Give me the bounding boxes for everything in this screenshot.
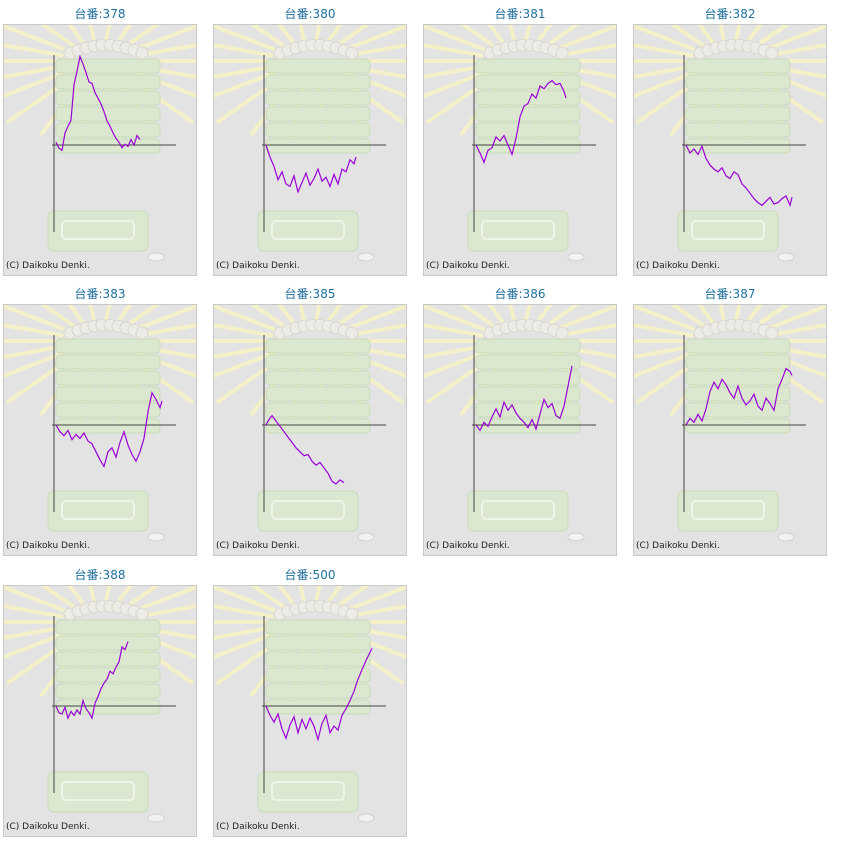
decorative-background xyxy=(424,25,616,262)
line-chart xyxy=(634,305,826,542)
decorative-background xyxy=(424,305,616,542)
chart-cell: 台番:383 (C) Daikoku Denki. xyxy=(3,284,197,556)
decorative-background xyxy=(4,305,196,542)
copyright-label: (C) Daikoku Denki. xyxy=(6,541,90,551)
decorative-background xyxy=(214,25,406,262)
chart-panel: (C) Daikoku Denki. xyxy=(423,24,617,276)
line-chart xyxy=(214,305,406,542)
copyright-label: (C) Daikoku Denki. xyxy=(216,541,300,551)
line-chart xyxy=(4,586,196,823)
decorative-background xyxy=(4,25,196,262)
line-chart xyxy=(424,305,616,542)
chart-panel: (C) Daikoku Denki. xyxy=(423,304,617,556)
line-chart xyxy=(4,25,196,262)
line-chart xyxy=(424,25,616,262)
chart-title[interactable]: 台番:383 xyxy=(74,287,126,301)
chart-cell: 台番:387 (C) Daikoku Denki. xyxy=(633,284,827,556)
copyright-label: (C) Daikoku Denki. xyxy=(426,541,510,551)
series-line xyxy=(55,54,141,152)
copyright-label: (C) Daikoku Denki. xyxy=(6,261,90,271)
series-line xyxy=(475,79,567,165)
line-chart xyxy=(214,25,406,262)
chart-panel: (C) Daikoku Denki. xyxy=(633,304,827,556)
chart-panel: (C) Daikoku Denki. xyxy=(213,24,407,276)
decorative-background xyxy=(634,25,826,262)
chart-title[interactable]: 台番:500 xyxy=(284,568,336,582)
chart-cell: 台番:500 (C) Daikoku Denki. xyxy=(213,565,407,837)
chart-panel: (C) Daikoku Denki. xyxy=(213,304,407,556)
chart-panel: (C) Daikoku Denki. xyxy=(213,585,407,837)
chart-title[interactable]: 台番:387 xyxy=(704,287,756,301)
chart-panel: (C) Daikoku Denki. xyxy=(633,24,827,276)
chart-title[interactable]: 台番:382 xyxy=(704,7,756,21)
series-line xyxy=(265,144,357,194)
line-chart xyxy=(634,25,826,262)
decorative-background xyxy=(214,586,406,823)
chart-cell: 台番:385 (C) Daikoku Denki. xyxy=(213,284,407,556)
chart-title[interactable]: 台番:388 xyxy=(74,568,126,582)
copyright-label: (C) Daikoku Denki. xyxy=(216,822,300,832)
chart-title[interactable]: 台番:385 xyxy=(284,287,336,301)
series-line xyxy=(685,144,793,208)
series-line xyxy=(265,648,373,742)
line-chart xyxy=(4,305,196,542)
series-line xyxy=(475,365,573,432)
chart-panel: (C) Daikoku Denki. xyxy=(3,24,197,276)
series-line xyxy=(265,414,345,485)
chart-cell: 台番:380 (C) Daikoku Denki. xyxy=(213,4,407,276)
copyright-label: (C) Daikoku Denki. xyxy=(216,261,300,271)
chart-panel: (C) Daikoku Denki. xyxy=(3,304,197,556)
series-line xyxy=(55,641,129,720)
copyright-label: (C) Daikoku Denki. xyxy=(6,822,90,832)
chart-cell: 台番:386 (C) Daikoku Denki. xyxy=(423,284,617,556)
decorative-background xyxy=(214,305,406,542)
series-line xyxy=(55,391,163,469)
chart-panel: (C) Daikoku Denki. xyxy=(3,585,197,837)
chart-cell: 台番:388 (C) Daikoku Denki. xyxy=(3,565,197,837)
chart-cell: 台番:381 (C) Daikoku Denki. xyxy=(423,4,617,276)
decorative-background xyxy=(4,586,196,823)
chart-title[interactable]: 台番:381 xyxy=(494,7,546,21)
chart-cell: 台番:378 (C) Daikoku Denki. xyxy=(3,4,197,276)
chart-cell: 台番:382 (C) Daikoku Denki. xyxy=(633,4,827,276)
decorative-background xyxy=(634,305,826,542)
copyright-label: (C) Daikoku Denki. xyxy=(636,541,720,551)
chart-title[interactable]: 台番:386 xyxy=(494,287,546,301)
copyright-label: (C) Daikoku Denki. xyxy=(426,261,510,271)
chart-title[interactable]: 台番:378 xyxy=(74,7,126,21)
series-line xyxy=(685,367,793,426)
chart-title[interactable]: 台番:380 xyxy=(284,7,336,21)
copyright-label: (C) Daikoku Denki. xyxy=(636,261,720,271)
line-chart xyxy=(214,586,406,823)
